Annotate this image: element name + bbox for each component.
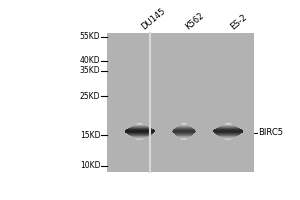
Bar	[216, 134, 240, 135]
Bar	[176, 127, 192, 128]
Bar	[126, 129, 154, 130]
Bar	[175, 134, 193, 135]
Bar	[173, 129, 195, 130]
Text: DU145: DU145	[140, 7, 167, 32]
Bar	[218, 127, 238, 128]
Bar	[226, 123, 231, 124]
Bar	[131, 126, 148, 127]
Text: BIRC5: BIRC5	[258, 128, 284, 137]
Bar	[130, 135, 150, 136]
Bar	[182, 123, 186, 124]
Bar	[178, 126, 190, 127]
Bar	[125, 131, 155, 132]
Text: 55KD: 55KD	[80, 32, 100, 41]
Bar	[173, 132, 195, 133]
Bar	[137, 123, 142, 124]
Text: 35KD: 35KD	[80, 66, 100, 75]
Bar	[178, 136, 190, 137]
Bar	[218, 135, 238, 136]
Bar	[182, 139, 187, 140]
Bar	[214, 129, 242, 130]
Bar	[127, 133, 153, 134]
Bar	[175, 128, 194, 129]
Text: 15KD: 15KD	[80, 131, 100, 140]
Bar	[176, 135, 192, 136]
Bar	[216, 128, 240, 129]
Bar	[181, 124, 187, 125]
Bar	[222, 125, 234, 126]
Bar	[130, 127, 150, 128]
Bar	[172, 131, 196, 132]
Bar	[222, 137, 234, 138]
Bar	[181, 138, 188, 139]
Bar	[128, 128, 152, 129]
Text: ES-2: ES-2	[228, 13, 248, 32]
Bar	[214, 132, 243, 133]
Bar	[213, 131, 243, 132]
Text: 40KD: 40KD	[80, 56, 100, 65]
Bar	[174, 133, 194, 134]
Bar	[224, 124, 232, 125]
Bar	[225, 139, 232, 140]
Bar	[220, 126, 236, 127]
Bar	[134, 137, 146, 138]
Bar	[135, 138, 144, 139]
Text: K562: K562	[184, 11, 206, 32]
Bar	[179, 137, 189, 138]
Bar	[134, 125, 146, 126]
Bar	[107, 33, 254, 172]
Bar	[215, 133, 242, 134]
Bar	[128, 134, 152, 135]
Text: 10KD: 10KD	[80, 161, 100, 170]
Bar	[136, 124, 144, 125]
Bar	[136, 139, 143, 140]
Bar	[125, 132, 154, 133]
Bar	[125, 130, 154, 131]
Bar	[224, 138, 233, 139]
Bar	[220, 136, 236, 137]
Bar	[132, 136, 148, 137]
Bar	[213, 130, 243, 131]
Bar	[179, 125, 189, 126]
Text: 25KD: 25KD	[80, 92, 100, 101]
Bar	[172, 130, 195, 131]
